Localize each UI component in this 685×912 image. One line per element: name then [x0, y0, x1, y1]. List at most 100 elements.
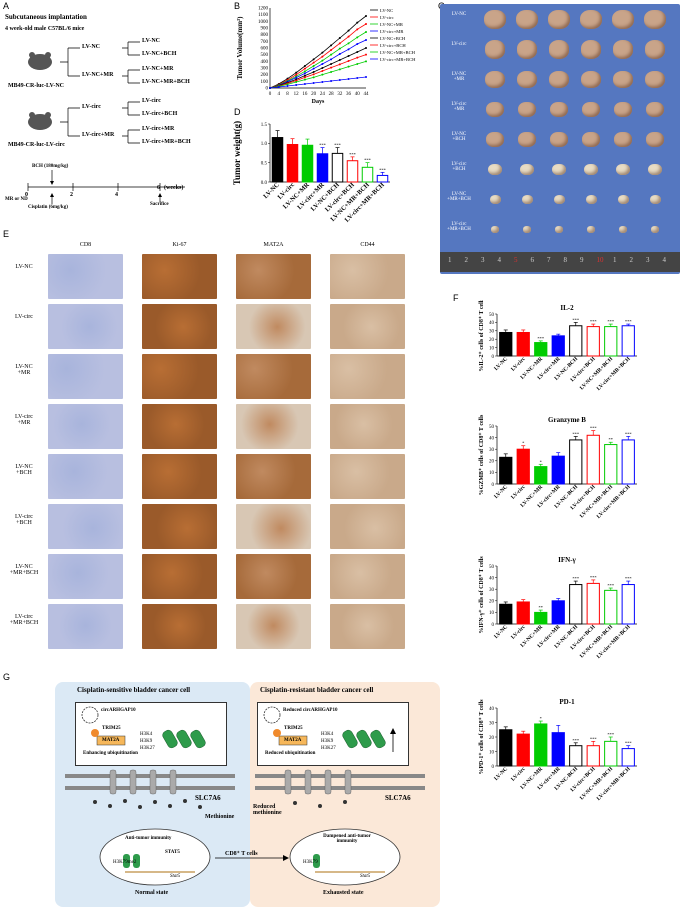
bar [569, 325, 583, 357]
bar [586, 582, 600, 625]
data-point [321, 70, 324, 72]
x-tick-label: 20 [311, 92, 317, 97]
ruler-number: 2 [629, 256, 634, 264]
bar [551, 335, 565, 357]
mouse-icon [28, 112, 52, 130]
data-point [338, 63, 341, 66]
bar [534, 466, 548, 485]
y-tick-label: 20 [489, 600, 495, 605]
tumor-sample [550, 101, 568, 118]
tumor-sample [484, 10, 506, 29]
tumor-sample [612, 40, 634, 59]
significance-label: ** [609, 437, 614, 442]
panel-label-b: B [234, 1, 241, 11]
data-point [365, 76, 367, 78]
branch: LV-circ+BCH [142, 111, 178, 117]
significance-label: * [540, 716, 543, 721]
ihc-image [142, 504, 217, 549]
y-axis-label: Tumor Volume(mm³) [236, 16, 244, 80]
y-tick-label: 40 [489, 321, 495, 326]
legend-label: LV-circ+MR [380, 29, 404, 34]
y-tick-label: 100 [261, 80, 269, 85]
branch: LV-NC [142, 38, 161, 44]
y-tick-label: 10 [489, 346, 495, 351]
y-tick-label: 30 [489, 721, 495, 726]
mat-label: MAT2A [284, 738, 302, 743]
model-label: MB49-CR-luc-LV-circ [8, 142, 65, 148]
tumor-sample [612, 10, 634, 29]
significance-label: *** [572, 576, 580, 581]
data-point [269, 87, 271, 89]
legend-label: LV-NC+BCH [380, 36, 406, 41]
data-point [303, 65, 306, 67]
x-tick-label: 24 [320, 92, 326, 97]
h3-mark: H3K27 [321, 746, 336, 751]
data-point [295, 81, 298, 83]
significance-label: *** [572, 738, 580, 743]
tumor-sample [555, 226, 563, 233]
pd1-chart: 0 10 20 30 40 PD-1 %PD-1⁺ cells of CD8⁺ T cell… [478, 698, 637, 802]
data-point [295, 84, 298, 86]
tumor-sample [518, 101, 536, 118]
ruler-number: 3 [481, 256, 485, 264]
x-tick-label: 16 [302, 92, 308, 97]
ruler-number: 4 [497, 256, 502, 264]
data-point [347, 35, 350, 38]
data-point [321, 81, 324, 83]
series-line [269, 31, 367, 89]
significance-label: *** [607, 319, 615, 324]
branch: LV-circ+MR+BCH [142, 139, 191, 145]
data-point [338, 42, 341, 45]
data-point [347, 48, 350, 51]
tumor-sample [644, 10, 666, 29]
y-tick-label: 900 [261, 27, 269, 32]
significance-label: *** [625, 319, 633, 324]
category-label: LV-circ [510, 624, 527, 641]
tumor-sample [485, 70, 505, 89]
y-tick-label: 20 [489, 460, 495, 465]
y-tick-label: 20 [489, 338, 495, 343]
ihc-image [236, 454, 311, 499]
x-tick-label: 0 [269, 92, 272, 97]
bar [499, 456, 513, 485]
data-point [356, 51, 359, 53]
data-point [365, 39, 367, 41]
significance-label: *** [607, 732, 615, 737]
tumor-sample [649, 194, 661, 205]
panel-a: Subcutaneous implantation 4 week-old mal… [0, 0, 230, 225]
group-lv-circ: LV-circ [82, 104, 101, 110]
ihc-row-label: LV-circ [15, 314, 33, 320]
ihc-row-label: LV-circ +MR [15, 414, 33, 426]
data-point [365, 31, 367, 33]
ihc-image [236, 354, 311, 399]
tumor-sample [491, 226, 499, 233]
tumor-row-label: LV-NC +MR+BCH [447, 192, 471, 202]
significance-label: *** [319, 143, 327, 148]
ihc-image [236, 604, 311, 649]
tumor-sample [644, 40, 666, 59]
tumor-sample [584, 163, 598, 176]
data-point [312, 58, 315, 61]
slc-label: SLC7A6 [385, 794, 411, 802]
panel-label-a: A [3, 1, 10, 11]
stat5-gene: Stat5 [360, 874, 371, 879]
bar [569, 439, 583, 485]
category-label: LV-NC [493, 356, 509, 372]
x-tick-label: 28 [329, 92, 335, 97]
tumor-sample [517, 70, 537, 89]
data-point [338, 53, 341, 55]
immunity-label: Dampened anti-tumor immunity [323, 834, 371, 844]
legend-label: LV-circ+MR+BCH [380, 57, 416, 62]
bar [621, 748, 635, 767]
bar [621, 584, 635, 625]
data-point [286, 85, 289, 87]
ihc-row-label: LV-NC +BCH [15, 464, 33, 476]
data-point [365, 15, 367, 17]
ihc-image [142, 254, 217, 299]
data-point [312, 67, 315, 70]
branch: LV-circ+MR [142, 126, 175, 132]
tumor-sample [486, 101, 504, 118]
ruler-number: 3 [646, 256, 650, 264]
tumor-sample [518, 132, 536, 147]
bar [499, 603, 513, 625]
